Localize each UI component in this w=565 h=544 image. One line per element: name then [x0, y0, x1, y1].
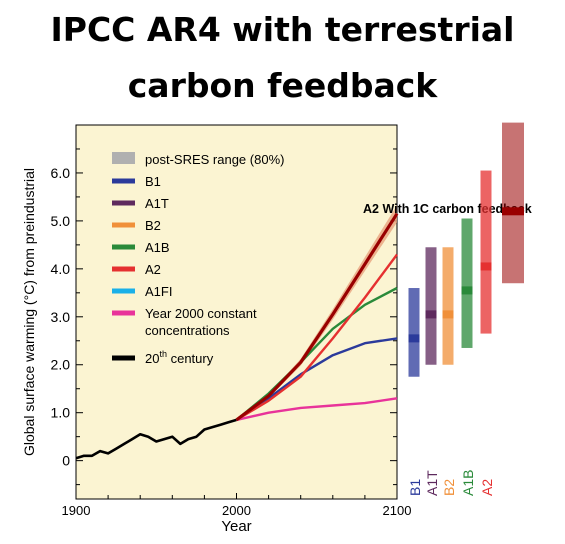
series-line-a2	[235, 253, 398, 421]
series-line-a1b	[235, 286, 398, 421]
legend-item-a2-label: A2	[145, 262, 161, 277]
legend-item-a1fi-label: A1FI	[145, 284, 172, 299]
range-bar-label-a1b: A1B	[460, 470, 476, 496]
legend-item-a1t-label: A1T	[145, 196, 169, 211]
y-tick-label: 2.0	[51, 357, 71, 373]
legend-item-a1b-label: A1B	[145, 240, 170, 255]
range-bar-best-a1b	[461, 286, 473, 295]
range-bar-a1t	[425, 247, 437, 365]
range-bar-b2	[442, 247, 454, 365]
legend-item-post-sres-range-80--label: post-SRES range (80%)	[145, 152, 284, 167]
legend-item-b1-label: B1	[145, 174, 161, 189]
legend-item-year-2000-constant-label-line-2: concentrations	[145, 323, 230, 338]
range-bar-a2-with-1c-carbon-feedback	[502, 122, 524, 284]
range-bar-label-b1: B1	[407, 479, 423, 496]
legend-item-b2-label: B2	[145, 218, 161, 233]
range-bar-best-b2	[442, 310, 454, 319]
range-bar-best-a2-with-1c-carbon-feedback	[502, 207, 524, 216]
legend-item-post-sres-range-80--swatch	[112, 152, 135, 164]
y-tick-label: 1.0	[51, 405, 71, 421]
x-tick-label: 2100	[383, 503, 412, 518]
y-tick-label: 0	[62, 453, 70, 469]
range-bar-b1	[408, 288, 420, 377]
y-tick-label: 6.0	[51, 165, 71, 181]
series-line-20th-century	[75, 418, 237, 460]
chart-title-line-2: carbon feedback	[127, 66, 438, 105]
y-tick-label: 5.0	[51, 213, 71, 229]
y-axis-label: Global surface warming (°C) from preindu…	[21, 168, 37, 456]
legend-item-20-label: 20th century	[145, 349, 214, 366]
series-line-b1	[235, 337, 398, 421]
series-line-a2-with-1c-carbon-feedback	[235, 212, 399, 422]
range-bar-label-b2: B2	[441, 479, 457, 496]
x-tick-label: 1900	[62, 503, 91, 518]
series-line-year-2000-constant-concentrations	[236, 397, 398, 422]
range-bar-best-b1	[408, 334, 420, 343]
range-bar-best-a1t	[425, 310, 437, 319]
range-bar-a1b	[461, 218, 473, 348]
range-bar-label-a2: A2	[479, 479, 495, 496]
x-axis-label: Year	[221, 518, 251, 535]
y-tick-label: 4.0	[51, 261, 71, 277]
x-tick-label: 2000	[222, 503, 251, 518]
range-bar-a2	[480, 170, 492, 334]
legend-item-year-2000-constant-label: Year 2000 constant	[145, 306, 257, 321]
y-tick-label: 3.0	[51, 309, 71, 325]
range-bar-label-a1t: A1T	[424, 470, 440, 496]
chart-title-line-1: IPCC AR4 with terrestrial	[50, 10, 515, 49]
range-bar-best-a2	[480, 262, 492, 271]
